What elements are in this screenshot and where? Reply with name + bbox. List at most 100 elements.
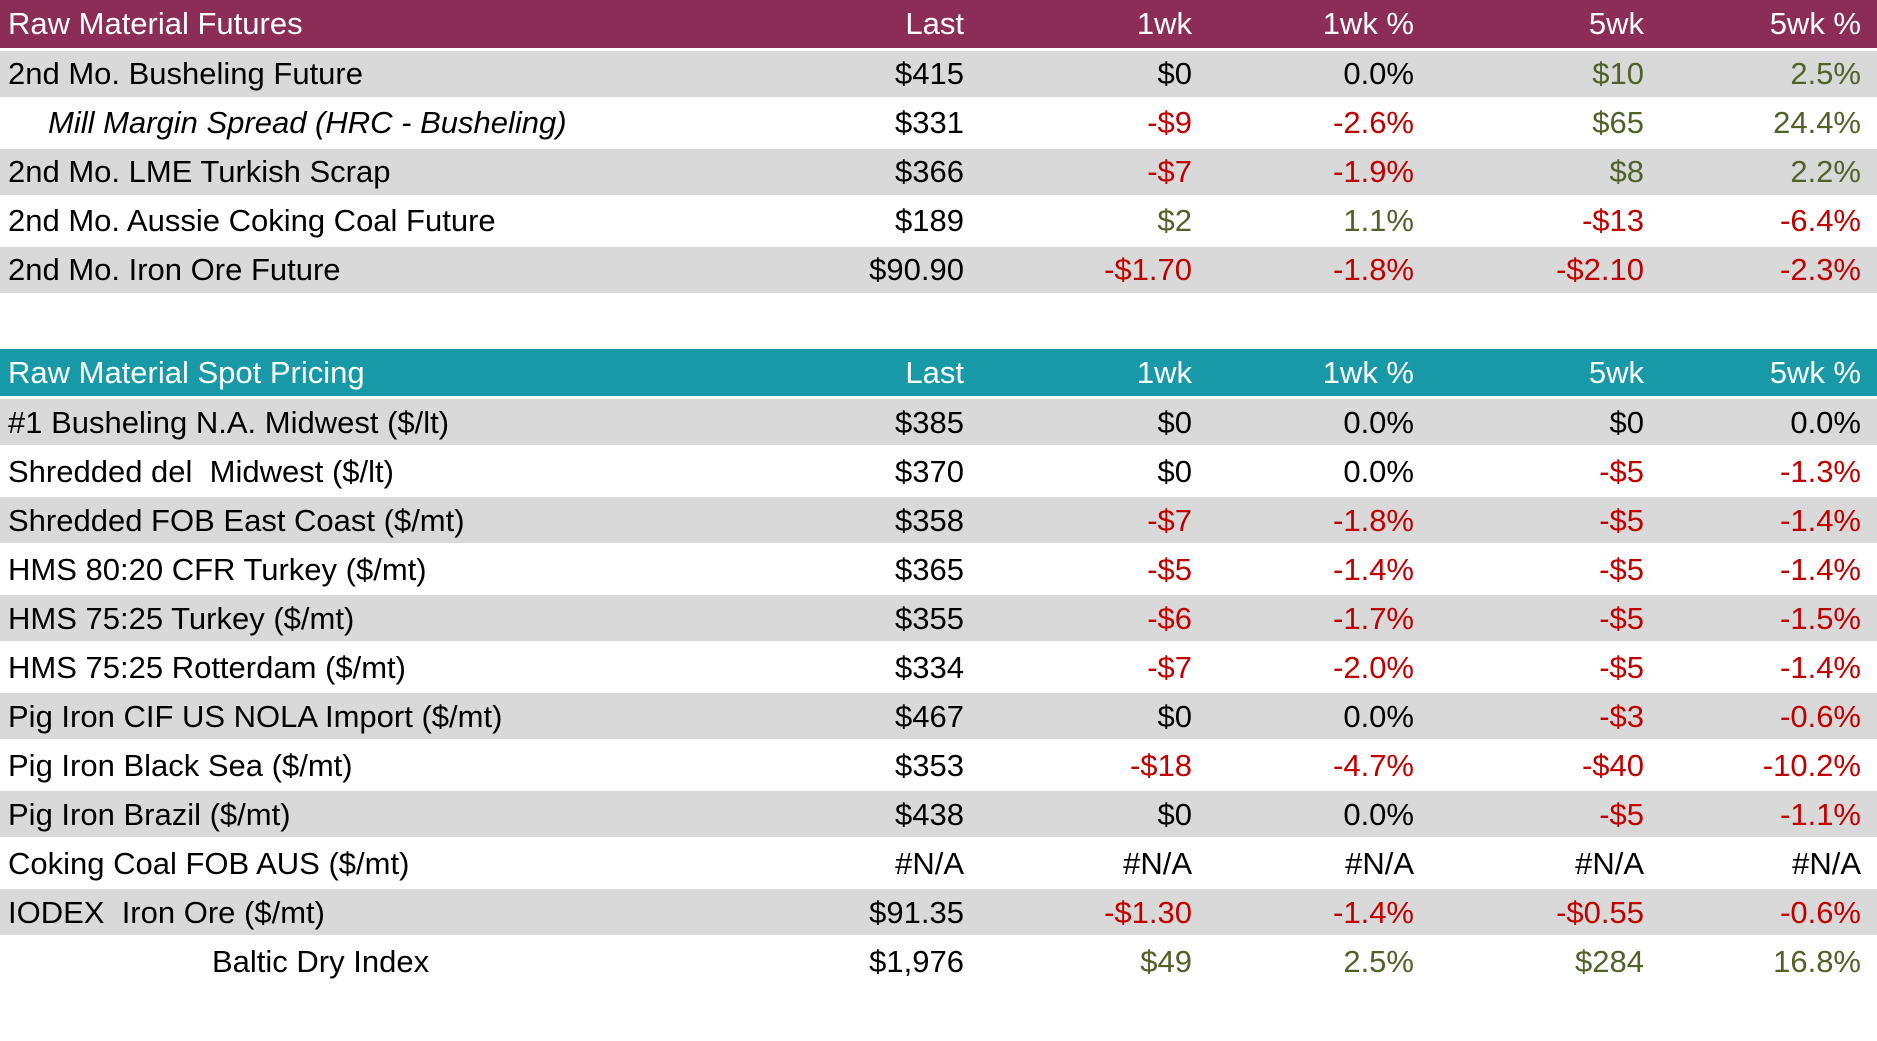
table-row: 2nd Mo. Busheling Future $415 $0 0.0% $10 2.5… bbox=[0, 49, 1877, 98]
value-cell-1wk-pct: 2.5% bbox=[1343, 943, 1414, 979]
row-label: HMS 80:20 CFR Turkey ($/mt) bbox=[8, 551, 427, 587]
value-cell-5wk: $8 bbox=[1609, 154, 1644, 189]
value-cell-5wk: $65 bbox=[1592, 105, 1644, 140]
value-cell-last: $366 bbox=[895, 154, 964, 189]
column-header-last: Last bbox=[905, 354, 964, 390]
value-cell-last: $415 bbox=[895, 56, 964, 91]
value-cell-1wk-pct: 0.0% bbox=[1343, 698, 1414, 734]
value-cell-last: $91.35 bbox=[869, 894, 964, 930]
value-cell-last: $467 bbox=[895, 698, 964, 734]
value-cell-last: $90.90 bbox=[869, 252, 964, 287]
value-cell-last: $334 bbox=[895, 649, 964, 685]
table-row: 2nd Mo. LME Turkish Scrap $366 -$7 -1.9% $8 2… bbox=[0, 147, 1877, 196]
value-cell-1wk: -$7 bbox=[1147, 649, 1192, 685]
column-header-1wk: 1wk bbox=[1136, 6, 1192, 42]
table-row: HMS 75:25 Turkey ($/mt) $355 -$6 -1.7% -$5 -1… bbox=[0, 593, 1877, 643]
value-cell-5wk: -$5 bbox=[1599, 551, 1644, 587]
value-cell-5wk: #N/A bbox=[1575, 845, 1644, 881]
row-label: 2nd Mo. Iron Ore Future bbox=[8, 252, 341, 287]
value-cell-1wk-pct: 0.0% bbox=[1343, 56, 1414, 91]
value-cell-1wk: -$1.30 bbox=[1104, 894, 1192, 930]
table-row: Baltic Dry Index $1,976 $49 2.5% $284 16.8% bbox=[0, 936, 1877, 986]
table-row: Shredded FOB East Coast ($/mt) $358 -$7 -1.… bbox=[0, 495, 1877, 545]
value-cell-last: $353 bbox=[895, 747, 964, 783]
value-cell-1wk: -$5 bbox=[1147, 551, 1192, 587]
row-label: 2nd Mo. Busheling Future bbox=[8, 56, 363, 91]
value-cell-1wk-pct: -2.6% bbox=[1333, 105, 1414, 140]
table-row: Pig Iron Brazil ($/mt) $438 $0 0.0% -$5 -1.1% bbox=[0, 789, 1877, 839]
column-header-last: Last bbox=[905, 6, 964, 42]
value-cell-1wk: -$6 bbox=[1147, 600, 1192, 636]
value-cell-5wk-pct: -1.4% bbox=[1780, 502, 1861, 538]
value-cell-5wk-pct: 2.5% bbox=[1790, 56, 1861, 91]
value-cell-5wk: $284 bbox=[1575, 943, 1644, 979]
row-label: HMS 75:25 Rotterdam ($/mt) bbox=[8, 649, 406, 685]
value-cell-1wk-pct: 0.0% bbox=[1343, 404, 1414, 440]
table-row: Coking Coal FOB AUS ($/mt) #N/A #N/A #N/A #N… bbox=[0, 838, 1877, 888]
value-cell-5wk-pct: -6.4% bbox=[1780, 203, 1861, 238]
row-label: Baltic Dry Index bbox=[212, 943, 430, 979]
table-row: HMS 80:20 CFR Turkey ($/mt) $365 -$5 -1.4% -… bbox=[0, 544, 1877, 594]
value-cell-5wk-pct: 24.4% bbox=[1773, 105, 1861, 140]
spot-table-body: #1 Busheling N.A. Midwest ($/lt) $385 $0 0.… bbox=[0, 397, 1877, 986]
value-cell-1wk-pct: -1.4% bbox=[1333, 894, 1414, 930]
value-cell-5wk-pct: -1.5% bbox=[1780, 600, 1861, 636]
table-row: 2nd Mo. Iron Ore Future $90.90 -$1.70 -1.8%… bbox=[0, 245, 1877, 294]
value-cell-1wk-pct: -1.8% bbox=[1333, 252, 1414, 287]
value-cell-5wk-pct: -1.3% bbox=[1780, 453, 1861, 489]
value-cell-1wk-pct: -1.8% bbox=[1333, 502, 1414, 538]
column-header-5wk: 5wk bbox=[1588, 6, 1644, 42]
row-label: Pig Iron Black Sea ($/mt) bbox=[8, 747, 353, 783]
value-cell-1wk-pct: -4.7% bbox=[1333, 747, 1414, 783]
value-cell-5wk-pct: 16.8% bbox=[1773, 943, 1861, 979]
row-label: 2nd Mo. LME Turkish Scrap bbox=[8, 154, 391, 189]
value-cell-5wk: $10 bbox=[1592, 56, 1644, 91]
value-cell-5wk-pct: -2.3% bbox=[1780, 252, 1861, 287]
value-cell-1wk-pct: #N/A bbox=[1345, 845, 1414, 881]
value-cell-1wk-pct: 0.0% bbox=[1343, 796, 1414, 832]
spot-table-title: Raw Material Spot Pricing bbox=[8, 354, 365, 390]
column-header-5wk-pct: 5wk % bbox=[1769, 6, 1861, 42]
value-cell-1wk: -$18 bbox=[1129, 747, 1192, 783]
value-cell-5wk-pct: #N/A bbox=[1792, 845, 1861, 881]
value-cell-5wk-pct: 2.2% bbox=[1790, 154, 1861, 189]
value-cell-5wk: -$3 bbox=[1599, 698, 1644, 734]
row-label: Pig Iron CIF US NOLA Import ($/mt) bbox=[8, 698, 503, 734]
value-cell-5wk-pct: -1.4% bbox=[1780, 649, 1861, 685]
value-cell-5wk: -$2.10 bbox=[1556, 252, 1644, 287]
value-cell-5wk: -$5 bbox=[1599, 600, 1644, 636]
value-cell-1wk-pct: -2.0% bbox=[1333, 649, 1414, 685]
value-cell-5wk: -$40 bbox=[1581, 747, 1644, 783]
futures-table: Raw Material Futures Last 1wk 1wk % 5wk … bbox=[0, 0, 1877, 296]
row-label: Shredded del Midwest ($/lt) bbox=[8, 453, 394, 489]
value-cell-1wk: -$1.70 bbox=[1104, 252, 1192, 287]
table-row: Shredded del Midwest ($/lt) $370 $0 0.0% -$5… bbox=[0, 446, 1877, 496]
value-cell-1wk: $0 bbox=[1157, 453, 1192, 489]
spot-pricing-table: Raw Material Spot Pricing Last 1wk 1wk %… bbox=[0, 348, 1877, 988]
value-cell-last: $438 bbox=[895, 796, 964, 832]
value-cell-last: $385 bbox=[895, 404, 964, 440]
row-label: #1 Busheling N.A. Midwest ($/lt) bbox=[8, 404, 450, 440]
value-cell-1wk: -$7 bbox=[1147, 502, 1192, 538]
value-cell-1wk: -$7 bbox=[1147, 154, 1192, 189]
value-cell-1wk: $0 bbox=[1157, 796, 1192, 832]
table-row: Mill Margin Spread (HRC - Busheling) $331… bbox=[0, 98, 1877, 147]
spot-header-row: Raw Material Spot Pricing Last 1wk 1wk %… bbox=[0, 348, 1877, 398]
row-label: Mill Margin Spread (HRC - Busheling) bbox=[48, 105, 567, 140]
value-cell-5wk: -$5 bbox=[1599, 796, 1644, 832]
table-row: HMS 75:25 Rotterdam ($/mt) $334 -$7 -2.0% -$… bbox=[0, 642, 1877, 692]
value-cell-5wk: -$5 bbox=[1599, 453, 1644, 489]
value-cell-1wk-pct: -1.9% bbox=[1333, 154, 1414, 189]
column-header-5wk-pct: 5wk % bbox=[1769, 354, 1861, 390]
value-cell-last: $331 bbox=[895, 105, 964, 140]
row-label: IODEX Iron Ore ($/mt) bbox=[8, 894, 325, 930]
value-cell-1wk: $2 bbox=[1157, 203, 1192, 238]
column-header-1wk-pct: 1wk % bbox=[1322, 6, 1414, 42]
table-row: IODEX Iron Ore ($/mt) $91.35 -$1.30 -1.4% -$… bbox=[0, 887, 1877, 937]
value-cell-last: $370 bbox=[895, 453, 964, 489]
value-cell-5wk: -$5 bbox=[1599, 649, 1644, 685]
futures-table-title: Raw Material Futures bbox=[8, 6, 303, 42]
row-label: Coking Coal FOB AUS ($/mt) bbox=[8, 845, 410, 881]
value-cell-last: $365 bbox=[895, 551, 964, 587]
